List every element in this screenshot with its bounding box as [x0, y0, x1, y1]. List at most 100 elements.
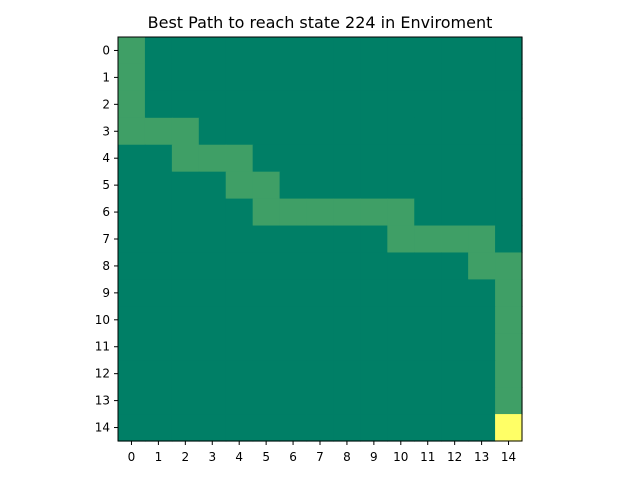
cell-r6-c10-path	[387, 198, 415, 227]
cell-r7-c13-path	[468, 225, 496, 254]
cell-r5-c12-background	[441, 171, 469, 200]
cell-r2-c5-background	[252, 90, 281, 119]
cell-r6-c0-background	[118, 198, 146, 227]
cell-r12-c11-background	[414, 360, 442, 388]
y-tick-label-13: 13	[95, 394, 110, 408]
cell-r8-c13-path	[468, 252, 496, 280]
cell-r9-c7-background	[306, 279, 335, 307]
x-tick-label-7: 7	[316, 450, 324, 464]
cell-r2-c1-background	[144, 90, 173, 119]
cell-r7-c12-path	[441, 225, 469, 254]
cell-r7-c2-background	[171, 225, 200, 254]
cell-r4-c13-background	[468, 144, 496, 173]
cell-r4-c8-background	[333, 144, 361, 173]
cell-r0-c10-background	[387, 37, 415, 65]
cell-r3-c7-background	[306, 117, 335, 146]
cell-r11-c4-background	[225, 333, 254, 361]
cell-r3-c9-background	[360, 117, 388, 146]
cell-r5-c8-background	[333, 171, 361, 200]
cell-r8-c12-background	[441, 252, 469, 280]
cell-r10-c10-background	[387, 306, 415, 334]
cell-r6-c8-path	[333, 198, 361, 227]
y-tick-label-12: 12	[95, 367, 110, 381]
cell-r14-c2-background	[171, 414, 200, 442]
cell-r3-c2-path	[171, 117, 200, 146]
cell-r14-c7-background	[306, 414, 335, 442]
cell-r10-c1-background	[144, 306, 173, 334]
cell-r11-c14-path	[495, 333, 523, 361]
cell-r10-c13-background	[468, 306, 496, 334]
cell-r5-c7-background	[306, 171, 335, 200]
cell-r2-c14-background	[495, 90, 523, 119]
cell-r13-c0-background	[118, 387, 146, 415]
cell-r1-c0-path	[118, 63, 146, 92]
cell-r5-c4-path	[225, 171, 254, 200]
cell-r11-c10-background	[387, 333, 415, 361]
cell-r11-c13-background	[468, 333, 496, 361]
cell-r7-c14-background	[495, 225, 523, 254]
cell-r10-c2-background	[171, 306, 200, 334]
cell-r7-c9-background	[360, 225, 388, 254]
cell-r10-c4-background	[225, 306, 254, 334]
cell-r9-c1-background	[144, 279, 173, 307]
y-tick-label-0: 0	[102, 43, 110, 57]
cell-r6-c13-background	[468, 198, 496, 227]
y-tick-label-1: 1	[102, 70, 110, 84]
cell-r11-c11-background	[414, 333, 442, 361]
cell-r8-c6-background	[279, 252, 308, 280]
cell-r11-c0-background	[118, 333, 146, 361]
cell-r7-c1-background	[144, 225, 173, 254]
cell-r14-c1-background	[144, 414, 173, 442]
cell-r4-c9-background	[360, 144, 388, 173]
cell-r1-c11-background	[414, 63, 442, 92]
cell-r4-c4-path	[225, 144, 254, 173]
cell-r1-c2-background	[171, 63, 200, 92]
cell-r9-c8-background	[333, 279, 361, 307]
cell-r1-c10-background	[387, 63, 415, 92]
cell-r11-c5-background	[252, 333, 281, 361]
x-tick-label-4: 4	[235, 450, 243, 464]
x-tick-label-8: 8	[343, 450, 351, 464]
cell-r4-c12-background	[441, 144, 469, 173]
cell-r13-c5-background	[252, 387, 281, 415]
cell-r3-c10-background	[387, 117, 415, 146]
cell-r4-c7-background	[306, 144, 335, 173]
cell-r10-c5-background	[252, 306, 281, 334]
cell-r7-c10-path	[387, 225, 415, 254]
cell-r8-c4-background	[225, 252, 254, 280]
x-tick-label-1: 1	[155, 450, 163, 464]
cell-r3-c1-path	[144, 117, 173, 146]
cell-r10-c3-background	[198, 306, 227, 334]
cell-r2-c7-background	[306, 90, 335, 119]
cell-r14-c12-background	[441, 414, 469, 442]
cell-r9-c14-path	[495, 279, 523, 307]
cell-r2-c6-background	[279, 90, 308, 119]
cell-r7-c3-background	[198, 225, 227, 254]
cell-r8-c3-background	[198, 252, 227, 280]
cell-r12-c12-background	[441, 360, 469, 388]
cell-r14-c0-background	[118, 414, 146, 442]
cell-r9-c13-background	[468, 279, 496, 307]
cell-r5-c2-background	[171, 171, 200, 200]
cell-r1-c14-background	[495, 63, 523, 92]
cell-r13-c1-background	[144, 387, 173, 415]
cell-r4-c10-background	[387, 144, 415, 173]
cell-r13-c11-background	[414, 387, 442, 415]
cell-r7-c11-path	[414, 225, 442, 254]
cell-r6-c5-path	[252, 198, 281, 227]
cell-r14-c9-background	[360, 414, 388, 442]
cell-r13-c4-background	[225, 387, 254, 415]
cell-r3-c11-background	[414, 117, 442, 146]
cell-r7-c0-background	[118, 225, 146, 254]
cell-r12-c1-background	[144, 360, 173, 388]
x-tick-label-10: 10	[393, 450, 408, 464]
y-tick-label-9: 9	[102, 286, 110, 300]
cell-r5-c13-background	[468, 171, 496, 200]
cell-r6-c9-path	[360, 198, 388, 227]
cell-r9-c10-background	[387, 279, 415, 307]
cell-r1-c3-background	[198, 63, 227, 92]
cell-r8-c2-background	[171, 252, 200, 280]
cell-r7-c5-background	[252, 225, 281, 254]
cell-r1-c12-background	[441, 63, 469, 92]
